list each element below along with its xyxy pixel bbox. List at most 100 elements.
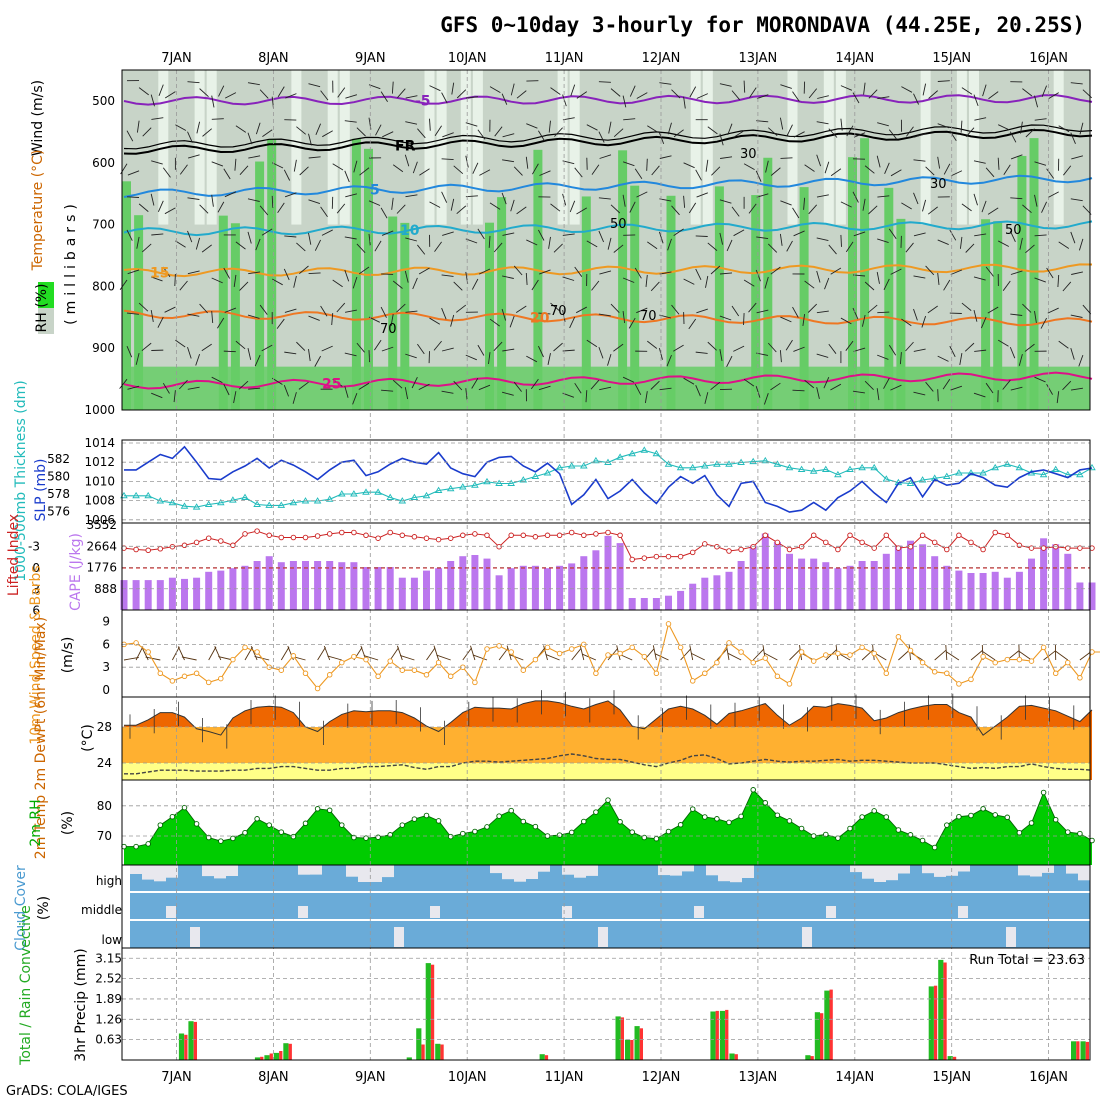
cloud-high-gap <box>922 865 934 874</box>
wind-barb <box>973 392 986 398</box>
wind-barb <box>1020 121 1023 134</box>
wind-barb <box>429 201 441 208</box>
precip-convective-bar <box>421 1044 425 1060</box>
wind-barb <box>828 244 837 255</box>
tick-label: 582 <box>47 452 70 466</box>
wind-barb <box>770 167 781 176</box>
rh2m-series-marker <box>169 813 176 820</box>
cape-bar <box>144 580 152 610</box>
wind-barb <box>562 349 575 352</box>
wind-barb <box>138 203 149 212</box>
precip-total-bar <box>188 1021 194 1060</box>
wind-barb <box>187 131 193 143</box>
wind-speed-series-marker <box>1040 644 1047 651</box>
wind-barb <box>151 276 163 282</box>
wind-barb <box>622 277 635 283</box>
rh-dry-column <box>557 70 568 225</box>
wind-barb <box>1070 347 1075 360</box>
wind-barb <box>494 126 503 137</box>
rh-moist-column <box>485 222 494 410</box>
wind-barb <box>510 83 515 96</box>
lifted-index-series-marker <box>931 539 938 546</box>
rh2m-series-marker <box>786 818 793 824</box>
wind-barb <box>613 343 624 352</box>
wind-barb <box>608 121 612 134</box>
cape-bar <box>253 561 261 610</box>
wind-speed-series-marker <box>278 667 285 673</box>
date-label-top: 11JAN <box>545 51 584 66</box>
wind-barb <box>852 191 859 203</box>
thickness-series-marker <box>325 495 334 502</box>
thickness-series-marker <box>204 500 213 507</box>
rh2m-series-marker <box>689 806 696 812</box>
wind-barb <box>199 204 209 214</box>
wind-barb <box>127 170 140 176</box>
wind-barb <box>271 195 274 208</box>
wind-barb <box>223 267 230 279</box>
wind-barb <box>890 384 902 391</box>
wind-barb <box>629 85 636 97</box>
wind-barb <box>711 166 721 176</box>
wind-speed-series-marker <box>399 667 406 673</box>
wind-barb <box>792 389 805 392</box>
lifted-index-series-marker <box>363 532 369 539</box>
wind-barb <box>982 84 987 97</box>
lifted-index-series-marker <box>1004 532 1011 539</box>
rh2m-series-marker <box>435 818 442 824</box>
wind-barb <box>453 380 463 391</box>
thickness-series-marker <box>858 463 866 471</box>
lifted-index-series-marker <box>314 533 321 539</box>
wind-speed-series-marker <box>423 672 430 678</box>
cloud-high-gap <box>346 865 358 877</box>
wind-barb <box>877 122 889 127</box>
wind-barb <box>224 191 237 198</box>
tick-label: 500 <box>92 94 115 108</box>
wind-barb <box>647 125 658 133</box>
rh2m-series-marker <box>326 807 333 814</box>
rh-contour-label: 30 <box>930 177 947 192</box>
wind-barb <box>441 390 454 394</box>
wind-barb <box>705 159 709 172</box>
rh-moist-column <box>1029 138 1039 410</box>
wind-barb <box>456 89 467 99</box>
wind-barb <box>344 269 350 282</box>
wind-barb <box>793 131 805 138</box>
wind-barb <box>726 355 733 368</box>
wind-barb <box>332 378 343 387</box>
wind-barb <box>405 121 418 125</box>
wind-barb <box>1034 161 1047 166</box>
wind-barb <box>705 275 709 288</box>
precip-total-bar <box>416 1028 422 1060</box>
rh2m-series-marker <box>762 800 769 806</box>
cape-bar <box>314 561 322 610</box>
rh2m-series-marker <box>363 835 369 841</box>
thickness-series-marker <box>374 488 382 495</box>
wind-barb <box>767 127 778 137</box>
precip-convective-bar <box>620 1017 624 1060</box>
date-label-top: 10JAN <box>448 51 487 66</box>
lifted-index-series-marker <box>1016 542 1023 549</box>
wind-barb <box>707 126 718 135</box>
wind-barb <box>513 381 522 392</box>
wind-barb <box>733 130 745 138</box>
rh2m-series-marker <box>218 838 224 844</box>
wind-speed-series-marker <box>556 650 563 657</box>
cloud-high-gap <box>574 865 586 878</box>
thickness-series-marker <box>628 449 636 457</box>
wind-barb <box>489 318 500 327</box>
cape-bar <box>919 544 927 610</box>
wind-barb <box>396 204 406 214</box>
date-label-bottom: 16JAN <box>1029 1070 1068 1085</box>
wind-barb <box>308 272 321 275</box>
wind-barb <box>179 280 188 291</box>
wind-barb <box>223 383 230 396</box>
wind-barb <box>576 91 588 99</box>
cloud-middle-gap <box>694 906 704 918</box>
wind-barb <box>1046 383 1053 395</box>
wind-barb <box>629 201 636 213</box>
cloud-high-gap <box>658 865 670 876</box>
wind-barb <box>332 279 343 288</box>
wind-speed-series-marker <box>326 672 333 678</box>
rh2m-series-marker <box>617 819 623 825</box>
